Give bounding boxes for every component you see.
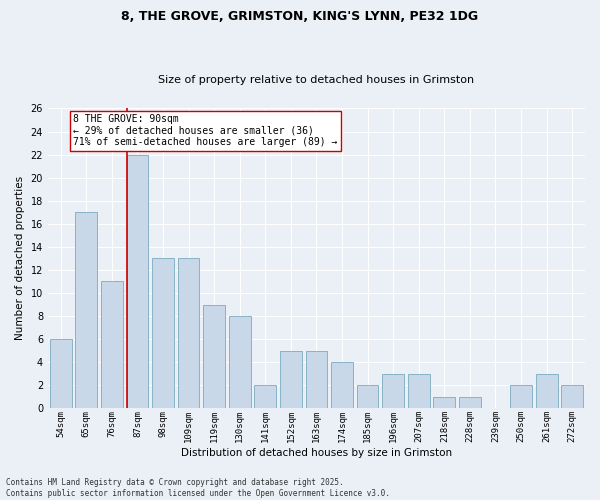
Bar bbox=[101, 282, 123, 408]
Bar bbox=[280, 350, 302, 408]
Text: 8, THE GROVE, GRIMSTON, KING'S LYNN, PE32 1DG: 8, THE GROVE, GRIMSTON, KING'S LYNN, PE3… bbox=[121, 10, 479, 23]
Bar bbox=[254, 385, 276, 408]
Title: Size of property relative to detached houses in Grimston: Size of property relative to detached ho… bbox=[158, 76, 475, 86]
Y-axis label: Number of detached properties: Number of detached properties bbox=[15, 176, 25, 340]
Text: 8 THE GROVE: 90sqm
← 29% of detached houses are smaller (36)
71% of semi-detache: 8 THE GROVE: 90sqm ← 29% of detached hou… bbox=[73, 114, 338, 148]
Bar bbox=[357, 385, 379, 408]
Text: Contains HM Land Registry data © Crown copyright and database right 2025.
Contai: Contains HM Land Registry data © Crown c… bbox=[6, 478, 390, 498]
Bar bbox=[305, 350, 328, 408]
Bar bbox=[76, 212, 97, 408]
Bar bbox=[408, 374, 430, 408]
Bar bbox=[203, 304, 225, 408]
Bar bbox=[536, 374, 557, 408]
Bar bbox=[562, 385, 583, 408]
Bar bbox=[152, 258, 174, 408]
Bar bbox=[127, 154, 148, 408]
Bar bbox=[382, 374, 404, 408]
Bar bbox=[178, 258, 199, 408]
Bar bbox=[433, 397, 455, 408]
Bar bbox=[510, 385, 532, 408]
Bar bbox=[459, 397, 481, 408]
Bar bbox=[50, 339, 71, 408]
Bar bbox=[229, 316, 251, 408]
Bar bbox=[331, 362, 353, 408]
X-axis label: Distribution of detached houses by size in Grimston: Distribution of detached houses by size … bbox=[181, 448, 452, 458]
